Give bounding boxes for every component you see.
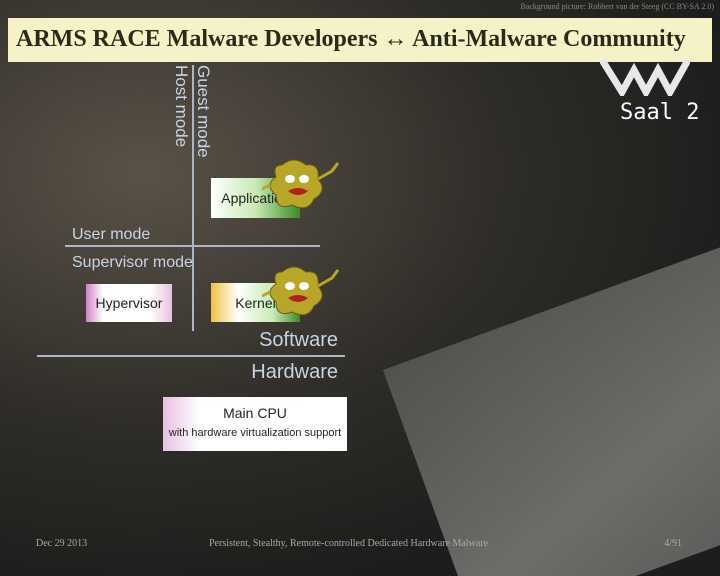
- hw-sw-line: [37, 355, 345, 357]
- background-photo: [382, 246, 720, 576]
- footer-talk: Persistent, Stealthy, Remote-controlled …: [209, 538, 488, 549]
- logo-text: Saal 2: [620, 100, 700, 125]
- cpu-label: Main CPU: [223, 405, 287, 421]
- host-mode: Host mode: [172, 65, 191, 148]
- hypervisor-box: Hypervisor: [86, 284, 172, 322]
- software: Software: [259, 329, 338, 351]
- privilege-line: [65, 245, 320, 247]
- cpu-box: Main CPU with hardware virtualization su…: [163, 397, 347, 451]
- title: ARMS RACE Malware Developers ↔ Anti-Malw…: [16, 26, 686, 52]
- guest-mode: Guest mode: [194, 65, 213, 158]
- logo-mark: [600, 58, 690, 96]
- cpu-note: with hardware virtualization support: [168, 427, 342, 439]
- hardware: Hardware: [251, 361, 338, 383]
- title-bar: [8, 18, 712, 62]
- malware-icon: [262, 159, 340, 209]
- credit: Background picture: Robbert van der Stee…: [520, 2, 714, 11]
- malware-icon: [262, 266, 340, 316]
- user-mode: User mode: [72, 226, 151, 243]
- footer-page: 4/91: [664, 538, 682, 549]
- supervisor-mode: Supervisor mode: [72, 254, 193, 271]
- footer-date: Dec 29 2013: [36, 538, 88, 549]
- mode-divider: [192, 65, 194, 331]
